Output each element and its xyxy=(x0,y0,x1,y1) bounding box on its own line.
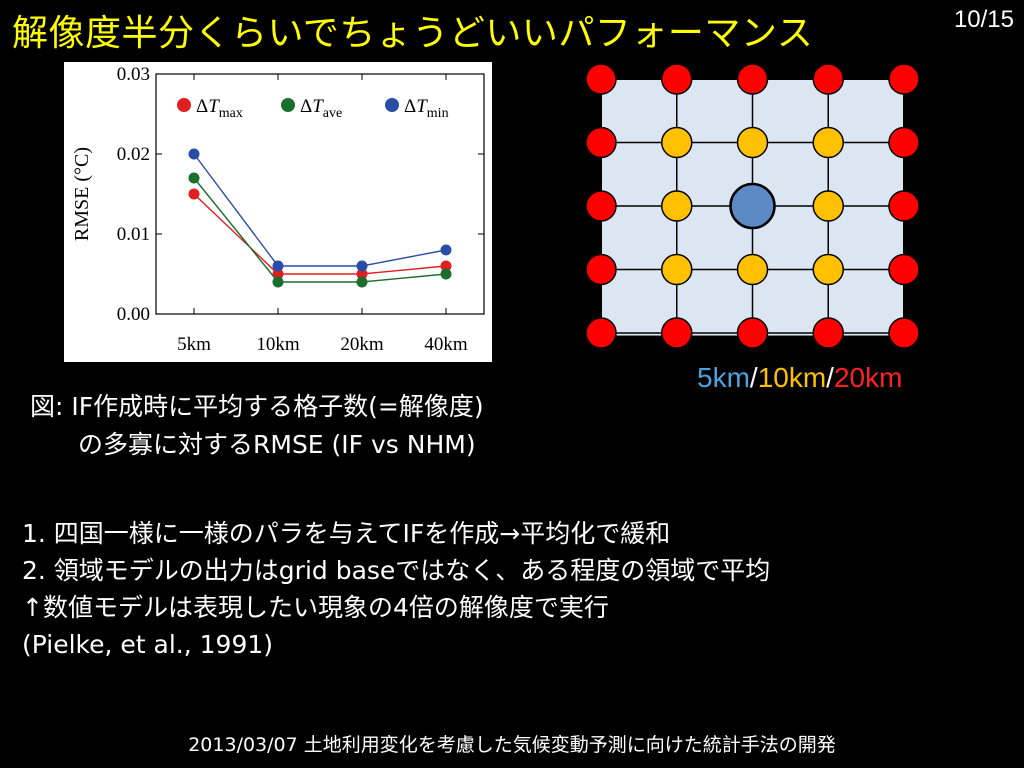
series-line-max xyxy=(193,193,447,275)
legend-10km: 10km xyxy=(757,362,827,393)
x-tick-label: 5km xyxy=(177,334,211,355)
grid-node-20km xyxy=(585,190,617,222)
grid-node-20km xyxy=(736,317,769,349)
bullet-item: 1. 四国一様に一様のパラを与えてIFを作成→平均化で緩和 xyxy=(22,519,671,548)
legend-20km: 20km xyxy=(833,362,903,393)
y-axis-label: RMSE (°C) xyxy=(71,147,93,241)
grid-node-20km xyxy=(888,253,920,286)
grid-node-20km xyxy=(585,253,617,286)
y-tick-label: 0.01 xyxy=(117,224,150,245)
rmse-chart: 0.00 0.01 0.02 0.03 5km 10km 20km 40km RMSE (°C)… xyxy=(64,62,492,362)
grid-node-10km xyxy=(736,253,769,286)
grid-node-20km xyxy=(888,63,920,95)
grid-node-10km xyxy=(736,126,769,159)
resolution-legend: 5km/10km/20km xyxy=(697,362,902,394)
data-point-ave xyxy=(272,276,284,288)
grid-resolution-figure xyxy=(580,60,920,360)
y-tick-label: 0.00 xyxy=(117,304,150,325)
grid-node-20km xyxy=(736,63,769,95)
data-point-min xyxy=(188,148,200,160)
slide-footer: 2013/03/07 土地利用変化を考慮した気候変動予測に向けた統計手法の開発 xyxy=(188,734,836,756)
grid-node-20km xyxy=(661,317,693,349)
rmse-chart-svg: 0.00 0.01 0.02 0.03 5km 10km 20km 40km RMSE (°C)… xyxy=(71,64,485,355)
legend-label-min: ΔTmin xyxy=(404,96,449,121)
data-point-min xyxy=(272,260,284,272)
x-tick-label: 40km xyxy=(424,334,468,355)
data-point-max xyxy=(272,268,284,280)
bullet-item: 2. 領域モデルの出力はgrid baseではなく、ある程度の領域で平均 xyxy=(22,556,771,585)
data-point-min xyxy=(356,260,368,272)
grid-node-10km xyxy=(812,190,844,222)
legend-label-max: ΔTmax xyxy=(196,96,243,121)
legend-marker-ave xyxy=(281,98,295,112)
bullet-list: 1. 四国一様に一様のパラを与えてIFを作成→平均化で緩和 2. 領域モデルの出… xyxy=(22,515,770,663)
grid-node-20km xyxy=(888,317,920,349)
legend-separator: / xyxy=(826,362,834,393)
caption-line-2: の多寡に対するRMSE (IF vs NHM) xyxy=(78,430,476,459)
grid-node-10km xyxy=(812,253,844,286)
page-number: 10/15 xyxy=(953,6,1014,33)
legend-label-ave: ΔTave xyxy=(300,96,342,121)
legend-5km: 5km xyxy=(697,362,750,393)
caption-line-1: 図: IF作成時に平均する格子数(=解像度) xyxy=(30,392,484,421)
grid-node-10km xyxy=(812,126,844,159)
data-point-max xyxy=(440,260,452,272)
bullet-item: ↑数値モデルは表現したい現象の4倍の解像度で実行 xyxy=(22,593,609,622)
plot-frame xyxy=(155,73,485,315)
x-tick-label: 10km xyxy=(256,334,300,355)
x-tick-label: 20km xyxy=(340,334,384,355)
legend-separator: / xyxy=(749,362,758,393)
grid-node-10km xyxy=(661,190,693,222)
grid-node-5km xyxy=(729,182,776,230)
grid-node-20km xyxy=(585,317,617,349)
legend-marker-max xyxy=(177,98,191,112)
data-point-ave xyxy=(188,172,200,184)
grid-node-10km xyxy=(661,126,693,159)
data-point-ave xyxy=(440,268,452,280)
data-point-min xyxy=(440,244,452,256)
legend-marker-min xyxy=(385,98,399,112)
data-point-max xyxy=(356,268,368,280)
grid-node-20km xyxy=(888,126,920,159)
data-point-max xyxy=(188,188,200,200)
data-point-ave xyxy=(356,276,368,288)
grid-node-20km xyxy=(812,63,844,95)
grid-node-20km xyxy=(661,63,693,95)
y-tick-label: 0.03 xyxy=(117,64,150,85)
grid-node-20km xyxy=(888,190,920,222)
bullet-item: (Pielke, et al., 1991) xyxy=(22,630,274,659)
y-tick-label: 0.02 xyxy=(117,144,150,165)
grid-node-20km xyxy=(585,63,617,95)
series-line-ave xyxy=(193,177,447,283)
series-line-min xyxy=(193,153,447,267)
grid-node-20km xyxy=(812,317,844,349)
slide-title: 解像度半分くらいでちょうどいいパフォーマンス xyxy=(12,13,814,54)
grid-node-20km xyxy=(585,126,617,159)
figure-caption: 図: IF作成時に平均する格子数(=解像度) の多寡に対するRMSE (IF v… xyxy=(30,388,484,464)
grid-node-10km xyxy=(661,253,693,286)
grid-resolution-svg xyxy=(585,63,920,349)
